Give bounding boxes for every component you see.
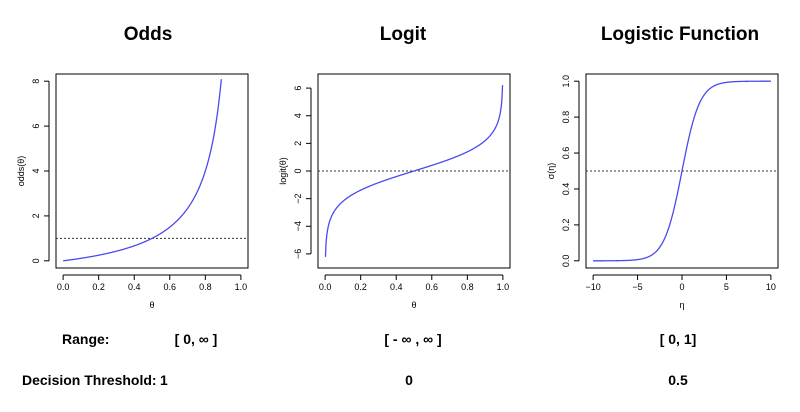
threshold-value-odds: 1	[160, 372, 168, 388]
y-axis: 0 2 4 6 8	[31, 79, 50, 263]
range-value-odds: [ 0, ∞ ]	[36, 331, 236, 347]
series-line	[324, 85, 504, 257]
x-tick-label: 0.4	[128, 282, 141, 292]
y-tick-label: 4	[31, 168, 41, 173]
x-tick-label: 5	[724, 282, 729, 292]
x-tick-label: 0.2	[92, 282, 105, 292]
odds-plot: 0.0 0.2 0.4 0.6 0.8 1.0 θ 0 2 4 6 8 odds(θ)	[16, 73, 249, 310]
x-tick-label: 0.6	[164, 282, 177, 292]
y-axis: 0.0 0.2 0.4 0.6 0.8 1.0	[561, 75, 580, 268]
x-axis: 0.0 0.2 0.4 0.6 0.8 1.0	[57, 274, 248, 292]
y-tick-label: 0.4	[561, 183, 571, 196]
x-tick-label: −10	[585, 282, 600, 292]
series-line	[593, 80, 771, 262]
y-tick-label: 0.0	[561, 255, 571, 268]
series-line	[63, 79, 222, 262]
logistic-plot: −10 −5 0 5 10 η 0.0 0.2 0.4 0.6 0.8 1.0 σ(η)	[546, 73, 779, 310]
y-tick-label: 8	[31, 79, 41, 84]
x-tick-label: 0.6	[426, 282, 439, 292]
y-tick-label: 2	[31, 213, 41, 218]
plot-frame	[55, 73, 249, 269]
y-tick-label: 2	[293, 141, 303, 146]
x-tick-label: 0.2	[354, 282, 367, 292]
y-tick-label: 1.0	[561, 75, 571, 88]
range-value-logit: [ - ∞ , ∞ ]	[384, 331, 442, 347]
y-axis-label: odds(θ)	[16, 156, 26, 187]
threshold-value-logit: 0	[405, 372, 413, 388]
chart-title-logit: Logit	[379, 24, 427, 45]
x-tick-label: 10	[766, 282, 776, 292]
range-value-logistic: [ 0, 1]	[659, 331, 697, 347]
y-tick-label: 0.6	[561, 147, 571, 160]
y-tick-label: −4	[293, 221, 303, 231]
x-tick-label: 0	[679, 282, 684, 292]
x-tick-label: 1.0	[497, 282, 510, 292]
x-axis: −10 −5 0 5 10	[585, 274, 776, 292]
y-tick-label: 6	[31, 124, 41, 129]
x-tick-label: −5	[632, 282, 642, 292]
chart-title-logistic: Logistic Function	[600, 24, 760, 45]
y-tick-label: 0.2	[561, 219, 571, 232]
x-axis-label: θ	[411, 300, 416, 310]
x-tick-label: 0.0	[57, 282, 70, 292]
y-axis-label: σ(η)	[546, 163, 556, 180]
y-tick-label: −2	[293, 194, 303, 204]
x-axis-label: θ	[149, 300, 154, 310]
x-tick-label: 0.8	[199, 282, 212, 292]
y-tick-label: 0	[31, 258, 41, 263]
x-tick-label: 0.8	[461, 282, 474, 292]
y-axis-label: logit(θ)	[278, 157, 288, 185]
threshold-row-label: Decision Threshold:	[22, 372, 157, 388]
y-axis: −6 −4 −2 0 2 4 6	[293, 86, 312, 259]
y-tick-label: 6	[293, 86, 303, 91]
logit-plot: 0.0 0.2 0.4 0.6 0.8 1.0 θ −6 −4 −2 0 2 4 6 logit(θ)	[278, 73, 511, 310]
y-tick-label: 0	[293, 168, 303, 173]
threshold-value-logistic: 0.5	[668, 372, 688, 388]
chart-title-odds: Odds	[123, 24, 173, 45]
x-axis: 0.0 0.2 0.4 0.6 0.8 1.0	[319, 274, 510, 292]
x-tick-label: 0.0	[319, 282, 332, 292]
x-tick-label: 0.4	[390, 282, 403, 292]
x-axis-label: η	[679, 300, 684, 310]
y-tick-label: 4	[293, 113, 303, 118]
x-tick-label: 1.0	[235, 282, 248, 292]
y-tick-label: −6	[293, 249, 303, 259]
range-row-label: Range:	[62, 331, 110, 347]
y-tick-label: 0.8	[561, 111, 571, 124]
range-odds-text: [ 0, ∞ ]	[174, 331, 218, 347]
